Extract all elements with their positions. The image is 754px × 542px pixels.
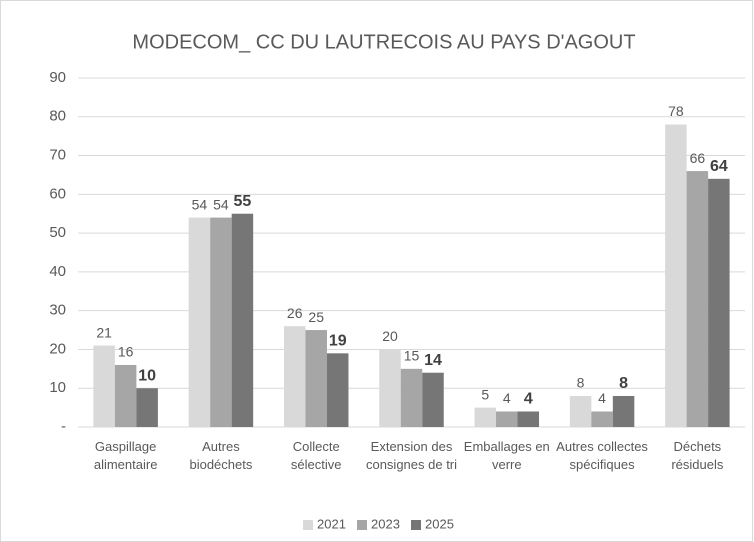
y-tick-label: 30 [49, 302, 66, 319]
data-label: 4 [503, 390, 511, 406]
bar [569, 395, 592, 427]
data-label: 78 [668, 103, 684, 119]
bar [474, 407, 497, 427]
y-tick-label: 70 [49, 147, 66, 164]
data-label: 26 [287, 305, 303, 321]
y-tick-label: 20 [49, 340, 66, 357]
x-tick-label: Gaspillage alimentaire [93, 439, 158, 472]
data-label: 5 [481, 386, 489, 402]
data-label: 54 [192, 196, 208, 212]
data-label: 15 [404, 348, 420, 364]
bar [496, 411, 518, 427]
y-tick-label: 90 [49, 69, 66, 86]
bar [210, 217, 232, 427]
data-label: 55 [234, 193, 252, 210]
chart-title: MODECOM_ CC DU LAUTRECOIS AU PAYS D'AGOU… [132, 31, 635, 53]
data-label: 16 [118, 344, 134, 360]
data-label: 25 [308, 309, 324, 325]
data-label: 8 [619, 375, 628, 392]
bar [612, 395, 635, 427]
bar [326, 353, 349, 427]
bar [136, 388, 158, 427]
legend-label: 2025 [425, 516, 454, 531]
data-label: 20 [382, 328, 398, 344]
x-tick-label: Autres biodéchets [189, 439, 253, 472]
y-tick-label: 50 [49, 224, 66, 241]
y-tick-label: 60 [49, 185, 66, 202]
data-label: 19 [329, 333, 347, 350]
bar [231, 213, 254, 427]
y-tick-label: 40 [49, 263, 66, 280]
bar [283, 326, 306, 427]
bar [517, 411, 540, 427]
bar [305, 330, 327, 427]
legend-swatch [303, 520, 313, 530]
legend-swatch [357, 520, 367, 530]
data-label: 8 [577, 375, 585, 391]
data-label: 54 [213, 196, 229, 212]
x-tick-label: Collecte sélective [290, 439, 342, 472]
data-label: 14 [424, 352, 442, 369]
bar [591, 411, 613, 427]
bar [188, 217, 211, 427]
x-tick-label: Extension des consignes de tri [365, 439, 458, 472]
data-label: 64 [710, 158, 728, 175]
legend-label: 2021 [317, 516, 346, 531]
data-label: 66 [690, 150, 706, 166]
bar [114, 364, 137, 427]
bar [422, 372, 444, 427]
x-tick-label: Autres collectes spécifiques [556, 439, 648, 472]
data-label: 10 [138, 367, 156, 384]
y-tick-label: 10 [49, 379, 66, 396]
legend-label: 2023 [371, 516, 400, 531]
x-tick-label: Emballages en verre [463, 439, 550, 472]
data-label: 4 [598, 390, 606, 406]
bar [665, 124, 687, 428]
bar [708, 178, 730, 427]
bar [379, 349, 401, 427]
x-tick-label: Déchets résiduels [671, 439, 724, 472]
bar [400, 368, 423, 427]
legend-swatch [411, 520, 421, 530]
y-tick-label: 80 [49, 108, 66, 125]
bar [93, 345, 115, 427]
y-tick-label: - [61, 418, 66, 435]
data-label: 4 [524, 391, 533, 408]
bar [686, 171, 709, 427]
data-label: 21 [96, 324, 112, 340]
